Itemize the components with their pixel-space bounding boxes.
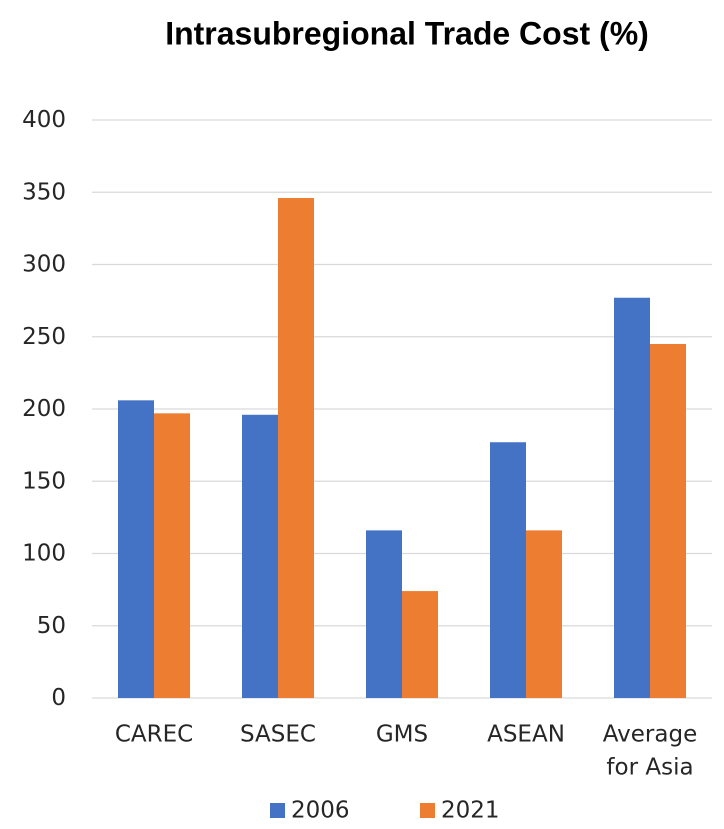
bar-2021-carec	[154, 413, 190, 698]
bar-2021-gms	[402, 591, 438, 698]
bar-2006-sasec	[242, 414, 278, 698]
bar-2021-asean	[526, 530, 562, 698]
legend-label-2021: 2021	[441, 798, 500, 824]
bar-2021-average-for-asia	[650, 343, 686, 698]
chart-title: Intrasubregional Trade Cost (%)	[165, 15, 649, 51]
bar-2006-average-for-asia	[614, 297, 650, 698]
x-category-label: SASEC	[240, 722, 316, 748]
y-tick-label: 200	[22, 396, 66, 422]
y-tick-label: 50	[37, 613, 66, 639]
x-category-label: for Asia	[606, 755, 693, 781]
legend: 2006 2021	[270, 798, 500, 824]
y-tick-label: 150	[22, 468, 66, 494]
y-tick-label: 300	[22, 252, 66, 278]
y-tick-label: 100	[22, 541, 66, 567]
x-axis-category-labels: CAREC SASEC GMS ASEAN Average for Asia	[115, 722, 697, 781]
gridlines	[92, 119, 712, 699]
y-tick-label: 0	[51, 685, 66, 711]
x-category-label: GMS	[376, 722, 428, 748]
legend-label-2006: 2006	[291, 798, 350, 824]
bar-2021-sasec	[278, 198, 314, 698]
legend-swatch-2006	[270, 803, 285, 818]
bar-2006-carec	[118, 400, 154, 698]
x-category-label: CAREC	[115, 722, 193, 748]
y-tick-label: 350	[22, 179, 66, 205]
y-axis-tick-labels: 0 50 100 150 200 250 300 350 400	[22, 107, 66, 711]
x-category-label: ASEAN	[487, 722, 565, 748]
bar-2006-asean	[490, 442, 526, 698]
bar-2006-gms	[366, 530, 402, 698]
legend-swatch-2021	[420, 803, 435, 818]
x-category-label: Average	[603, 722, 697, 748]
y-tick-label: 250	[22, 324, 66, 350]
bars	[118, 198, 686, 698]
y-tick-label: 400	[22, 107, 66, 133]
